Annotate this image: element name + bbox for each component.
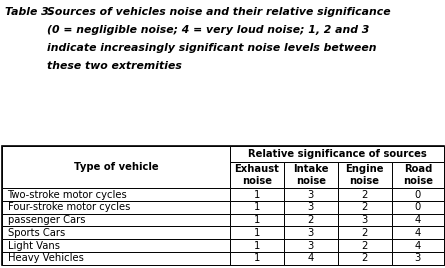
Text: Engine
noise: Engine noise — [345, 164, 384, 186]
Text: 2: 2 — [307, 215, 314, 225]
Text: these two extremities: these two extremities — [47, 61, 182, 71]
Text: 0: 0 — [415, 202, 421, 212]
Bar — [2, 201, 230, 214]
Bar — [284, 188, 338, 201]
Text: 2: 2 — [361, 189, 368, 200]
Bar — [2, 239, 230, 252]
Bar — [2, 214, 230, 226]
Text: 2: 2 — [361, 254, 368, 263]
Bar — [2, 146, 444, 265]
Bar — [284, 214, 338, 226]
Text: 1: 1 — [254, 215, 260, 225]
Text: 4: 4 — [415, 228, 421, 238]
Bar — [230, 214, 284, 226]
Bar — [230, 239, 284, 252]
Text: 1: 1 — [254, 228, 260, 238]
Text: 1: 1 — [254, 254, 260, 263]
Bar — [2, 252, 230, 265]
Bar — [284, 201, 338, 214]
Bar — [392, 201, 444, 214]
Text: Road
noise: Road noise — [403, 164, 433, 186]
Bar — [230, 201, 284, 214]
Text: Type of vehicle: Type of vehicle — [74, 162, 158, 172]
Text: 2: 2 — [361, 202, 368, 212]
Text: Two-stroke motor cycles: Two-stroke motor cycles — [8, 189, 127, 200]
Bar — [392, 188, 444, 201]
Bar — [2, 188, 230, 201]
Bar — [230, 146, 444, 162]
Bar — [2, 226, 230, 239]
Text: 3: 3 — [307, 228, 314, 238]
Bar — [230, 188, 284, 201]
Text: Sources of vehicles noise and their relative significance: Sources of vehicles noise and their rela… — [47, 7, 390, 17]
Bar — [338, 226, 392, 239]
Text: 3: 3 — [307, 241, 314, 251]
Text: 3: 3 — [415, 254, 421, 263]
Text: 1: 1 — [254, 241, 260, 251]
Text: 4: 4 — [307, 254, 314, 263]
Text: Sports Cars: Sports Cars — [8, 228, 65, 238]
Bar — [284, 239, 338, 252]
Text: 4: 4 — [415, 215, 421, 225]
Bar — [284, 252, 338, 265]
Bar — [392, 239, 444, 252]
Text: Four-stroke motor cycles: Four-stroke motor cycles — [8, 202, 130, 212]
Text: 1: 1 — [254, 202, 260, 212]
Bar — [392, 226, 444, 239]
Text: Intake
noise: Intake noise — [293, 164, 328, 186]
Bar — [338, 201, 392, 214]
Text: 3: 3 — [361, 215, 368, 225]
Bar — [338, 214, 392, 226]
Text: Table 3.: Table 3. — [5, 7, 53, 17]
Bar — [2, 146, 230, 188]
Text: 1: 1 — [254, 189, 260, 200]
Text: Exhaust
noise: Exhaust noise — [235, 164, 279, 186]
Text: 4: 4 — [415, 241, 421, 251]
Text: Light Vans: Light Vans — [8, 241, 60, 251]
Bar — [392, 252, 444, 265]
Text: 0: 0 — [415, 189, 421, 200]
Text: passenger Cars: passenger Cars — [8, 215, 85, 225]
Text: (0 = negligible noise; 4 = very loud noise; 1, 2 and 3: (0 = negligible noise; 4 = very loud noi… — [47, 25, 369, 35]
Bar — [392, 214, 444, 226]
Bar — [338, 239, 392, 252]
Bar — [338, 188, 392, 201]
Bar — [338, 162, 392, 188]
Text: Relative significance of sources: Relative significance of sources — [247, 149, 426, 159]
Text: 3: 3 — [307, 189, 314, 200]
Text: 2: 2 — [361, 241, 368, 251]
Text: 3: 3 — [307, 202, 314, 212]
Bar — [284, 226, 338, 239]
Text: 2: 2 — [361, 228, 368, 238]
Bar — [392, 162, 444, 188]
Text: indicate increasingly significant noise levels between: indicate increasingly significant noise … — [47, 43, 376, 53]
Bar — [230, 252, 284, 265]
Bar — [230, 226, 284, 239]
Bar — [230, 162, 284, 188]
Text: Heavy Vehicles: Heavy Vehicles — [8, 254, 84, 263]
Bar — [338, 252, 392, 265]
Bar — [284, 162, 338, 188]
